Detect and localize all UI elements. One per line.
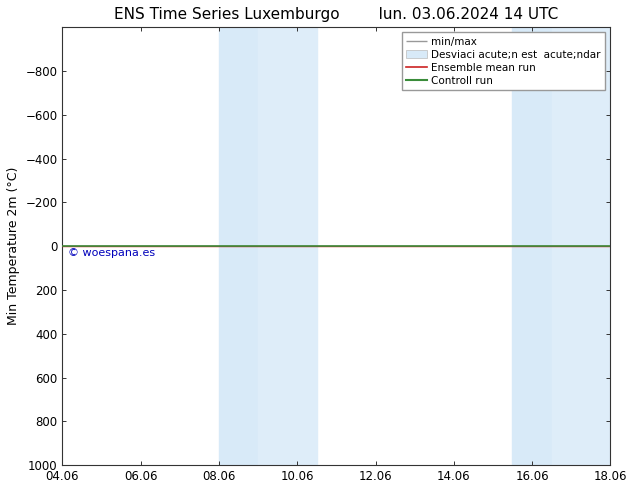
- Text: © woespana.es: © woespana.es: [68, 248, 155, 258]
- Legend: min/max, Desviaci acute;n est  acute;ndar, Ensemble mean run, Controll run: min/max, Desviaci acute;n est acute;ndar…: [402, 32, 605, 90]
- Bar: [219, 27, 258, 465]
- Y-axis label: Min Temperature 2m (°C): Min Temperature 2m (°C): [7, 167, 20, 325]
- Bar: [552, 27, 611, 465]
- Bar: [512, 27, 552, 465]
- Title: ENS Time Series Luxemburgo        lun. 03.06.2024 14 UTC: ENS Time Series Luxemburgo lun. 03.06.20…: [114, 7, 559, 22]
- Bar: [258, 27, 317, 465]
